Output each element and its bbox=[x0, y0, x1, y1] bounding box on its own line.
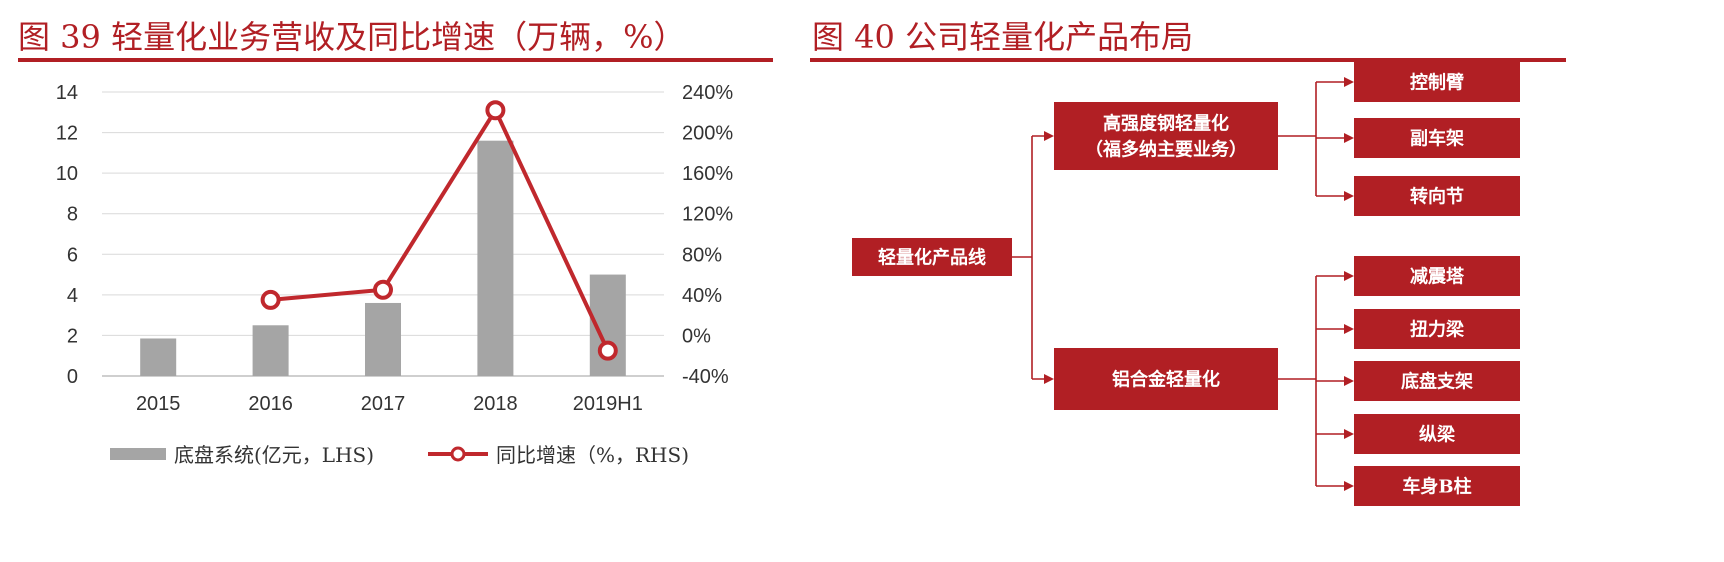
leaf-node-1-2-label: 底盘支架 bbox=[1401, 370, 1473, 392]
leaf-node-1-3-label: 纵梁 bbox=[1419, 423, 1456, 445]
leaf-node-1-0-label: 减震塔 bbox=[1410, 265, 1465, 287]
branch-node-1-box bbox=[1054, 348, 1278, 410]
legend-bar-swatch bbox=[110, 448, 166, 460]
right-title-rule bbox=[810, 58, 1566, 62]
legend-bar-label: 底盘系统(亿元，LHS) bbox=[174, 443, 374, 467]
y-right-tick-label: 80% bbox=[682, 244, 722, 266]
growth-line bbox=[270, 108, 610, 352]
leaf-node-0-0-box bbox=[1354, 62, 1520, 102]
diagram-connectors bbox=[1012, 77, 1354, 491]
y-left-tick-label: 12 bbox=[56, 123, 78, 145]
leaf-node-0-1: 副车架 bbox=[1354, 118, 1520, 158]
root-node: 轻量化产品线 bbox=[852, 238, 1012, 276]
bar-2015 bbox=[140, 338, 177, 376]
leaf-node-0-0: 控制臂 bbox=[1354, 62, 1520, 102]
x-tick-label: 2015 bbox=[136, 393, 181, 415]
bar-2017 bbox=[365, 302, 401, 376]
y-left-tick-label: 14 bbox=[56, 82, 78, 104]
leaf-node-0-2: 转向节 bbox=[1354, 176, 1520, 216]
growth-point-2019H1 bbox=[597, 340, 618, 361]
leaf-node-0-2-box bbox=[1354, 176, 1520, 216]
leaf-node-0-1-label: 副车架 bbox=[1410, 127, 1464, 149]
legend-line-label: 同比增速（%，RHS) bbox=[496, 443, 689, 467]
y-right-tick-label: 200% bbox=[682, 123, 733, 145]
right-figure-title: 图 40 公司轻量化产品布局 bbox=[812, 18, 1194, 56]
x-tick-label: 2017 bbox=[361, 393, 406, 415]
y-right-tick-label: 40% bbox=[682, 285, 722, 307]
bar-2018 bbox=[477, 140, 514, 376]
legend: 底盘系统(亿元，LHS) 同比增速（%，RHS) bbox=[110, 443, 689, 467]
growth-point-2017 bbox=[373, 279, 393, 300]
legend-line-marker bbox=[450, 446, 466, 462]
line-series bbox=[260, 100, 618, 361]
leaf-node-1-3-box bbox=[1354, 414, 1520, 454]
y-left-tick-label: 8 bbox=[67, 204, 78, 226]
growth-point-2016 bbox=[260, 289, 281, 310]
y-right-tick-label: 160% bbox=[682, 163, 733, 185]
branch-node-0-label: 高强度钢轻量化 bbox=[1103, 112, 1229, 134]
leaf-node-1-0: 减震塔 bbox=[1354, 256, 1520, 296]
y-right-tick-label: 0% bbox=[682, 325, 711, 347]
left-title-rule bbox=[18, 58, 773, 62]
growth-point-2018 bbox=[485, 100, 506, 121]
leaf-node-1-2: 底盘支架 bbox=[1354, 361, 1520, 401]
branch-node-0-label: （福多纳主要业务） bbox=[1085, 138, 1247, 160]
branch-node-0: 高强度钢轻量化 （福多纳主要业务） bbox=[1054, 102, 1278, 170]
x-tick-label: 2019H1 bbox=[573, 393, 643, 415]
leaf-node-1-4-label: 车身B柱 bbox=[1402, 475, 1471, 497]
bar-series bbox=[140, 140, 626, 376]
leaf-node-1-2-box bbox=[1354, 361, 1520, 401]
y-right-tick-label: 240% bbox=[682, 82, 733, 104]
leaf-node-1-1-label: 扭力梁 bbox=[1410, 318, 1465, 340]
y-right-tick-label: -40% bbox=[682, 366, 729, 388]
leaf-node-0-2-label: 转向节 bbox=[1410, 185, 1464, 207]
x-tick-label: 2016 bbox=[248, 393, 293, 415]
root-node-label: 轻量化产品线 bbox=[878, 246, 986, 268]
y-left-tick-label: 6 bbox=[67, 244, 78, 266]
root-node-box bbox=[852, 238, 1012, 276]
left-figure-title: 图 39 轻量化业务营收及同比增速（万辆，%） bbox=[18, 18, 686, 56]
branch-node-0-box bbox=[1054, 102, 1278, 170]
y-left-tick-label: 10 bbox=[56, 163, 78, 185]
y-left-tick-label: 2 bbox=[67, 325, 78, 347]
leaf-node-1-0-box bbox=[1354, 256, 1520, 296]
revenue-growth-chart: 0 -40% 2 0% 4 40% 6 80% 8 120% 10 160% 12 200% 14 240% 2… bbox=[56, 82, 734, 467]
bar-2016 bbox=[252, 325, 289, 376]
leaf-node-0-0-label: 控制臂 bbox=[1410, 71, 1464, 93]
branch-node-1-label: 铝合金轻量化 bbox=[1112, 368, 1220, 390]
leaf-node-1-4: 车身B柱 bbox=[1354, 466, 1520, 506]
axis-labels: 0 -40% 2 0% 4 40% 6 80% 8 120% 10 160% 12 200% 14 240% 2… bbox=[56, 82, 734, 415]
y-left-tick-label: 0 bbox=[67, 366, 78, 388]
branch-node-1: 铝合金轻量化 bbox=[1054, 348, 1278, 410]
y-right-tick-label: 120% bbox=[682, 204, 733, 226]
y-left-tick-label: 4 bbox=[67, 285, 78, 307]
leaf-node-1-1-box bbox=[1354, 309, 1520, 349]
leaf-node-1-1: 扭力梁 bbox=[1354, 309, 1520, 349]
leaf-node-1-4-box bbox=[1354, 466, 1520, 506]
x-tick-label: 2018 bbox=[473, 393, 518, 415]
leaf-node-0-1-box bbox=[1354, 118, 1520, 158]
leaf-node-1-3: 纵梁 bbox=[1354, 414, 1520, 454]
